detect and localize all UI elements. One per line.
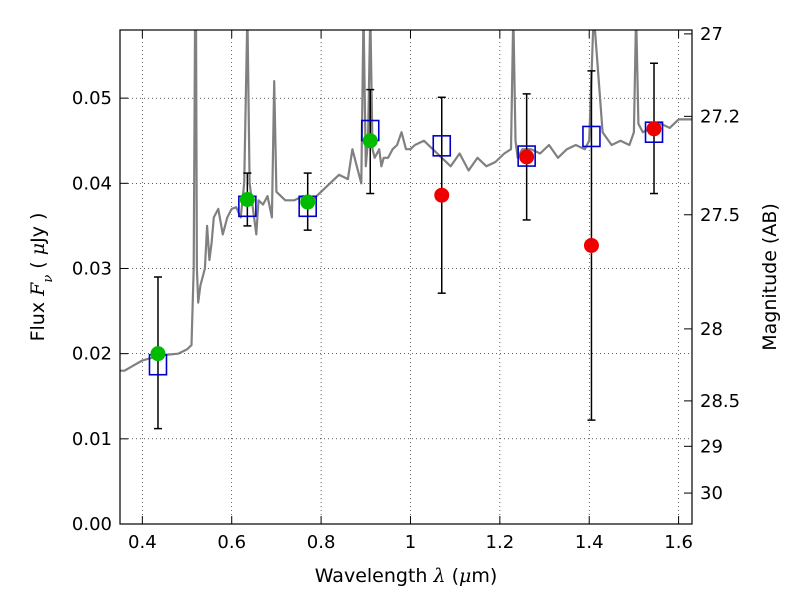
x-tick-label: 1.4	[575, 532, 604, 553]
y2-tick-label: 27.5	[700, 205, 740, 226]
model-band-square	[582, 125, 601, 148]
x-tick-label: 1.6	[664, 532, 693, 553]
ticks-layer: 0.4 0.6 0.8 1 1.2 1.4 1.6 0.00 0.01 0.02 0.03 0.04 0…	[72, 24, 740, 553]
x-axis-title-pre: Wavelength	[315, 565, 434, 587]
x-axis-title-mid: (	[446, 565, 459, 587]
nu-subscript: ν	[41, 275, 56, 283]
y-axis-title-mid: (	[27, 255, 49, 275]
x-tick-label: 0.8	[307, 532, 336, 553]
y-tick-label: 0.05	[72, 88, 112, 109]
y2-tick-label: 27	[700, 24, 723, 45]
y2-axis-title: Magnitude (AB)	[759, 203, 781, 351]
y-tick-label: 0.00	[72, 514, 112, 535]
y2-tick-label: 28.5	[700, 391, 740, 412]
mu-symbol: μ	[459, 565, 471, 587]
observed-point-green	[300, 194, 316, 210]
x-tick-label: 0.6	[217, 532, 246, 553]
observed-point-green	[150, 346, 166, 362]
y2-tick-label: 27.2	[700, 106, 740, 127]
observed-point-red	[646, 121, 662, 137]
lambda-symbol: λ	[432, 565, 445, 587]
x-tick-label: 0.4	[128, 532, 157, 553]
y2-tick-label: 29	[700, 436, 723, 457]
observed-point-green	[239, 191, 255, 207]
grid-lines	[120, 30, 692, 525]
y-tick-label: 0.01	[72, 429, 112, 450]
x-axis-title: Wavelength λ (μm)	[315, 565, 498, 587]
y-axis-title-pre: Flux	[27, 296, 49, 342]
y-tick-label: 0.04	[72, 173, 112, 194]
observed-point-red	[519, 149, 535, 165]
y-axis-title-post: Jy )	[27, 213, 49, 244]
y2-tick-label: 28	[700, 319, 723, 340]
y2-tick-label: 30	[700, 483, 723, 504]
sed-model-line	[120, 30, 692, 372]
flux-symbol: F	[27, 282, 49, 297]
model-band-square	[432, 135, 452, 157]
x-tick-label: 1	[405, 532, 416, 553]
plot-frame	[119, 29, 693, 525]
model-band-square	[517, 145, 536, 167]
sed-model-layer	[120, 30, 692, 372]
mu-symbol-y: μ	[27, 243, 49, 255]
y-tick-label: 0.03	[72, 258, 112, 279]
markers-layer	[148, 119, 664, 376]
observed-point-green	[362, 133, 378, 149]
error-bars-layer	[153, 62, 659, 430]
x-tick-label: 1.2	[486, 532, 515, 553]
y-tick-label: 0.02	[72, 344, 112, 365]
observed-point-red	[434, 187, 450, 203]
y-axis-title: Flux Fν ( μJy )	[27, 213, 56, 342]
x-axis-title-post: m)	[471, 565, 497, 587]
observed-point-red	[583, 237, 599, 253]
